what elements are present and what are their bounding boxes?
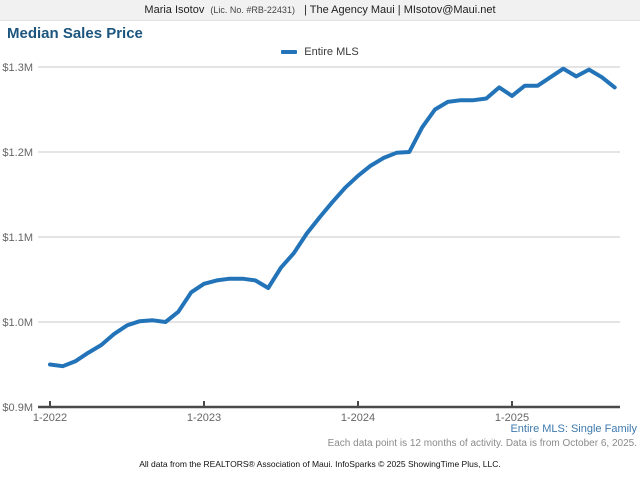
- legend-label: Entire MLS: [304, 46, 359, 58]
- agent-name: Maria Isotov: [144, 4, 205, 16]
- data-activity-note: Each data point is 12 months of activity…: [327, 438, 637, 449]
- legend-line-swatch: [281, 50, 298, 54]
- y-tick-label: $0.9M: [2, 402, 33, 414]
- page-title: Median Sales Price: [7, 25, 143, 42]
- y-tick-label: $1.3M: [2, 62, 33, 74]
- footnotes-right: Entire MLS: Single Family Each data poin…: [328, 423, 637, 449]
- y-tick-label: $1.1M: [2, 232, 33, 244]
- agent-header: Maria Isotov (Lic. No. #RB-22431) | The …: [0, 0, 640, 21]
- y-tick-label: $1.2M: [2, 147, 33, 159]
- agent-affiliation: | The Agency Maui | MIsotov@Maui.net: [304, 4, 496, 16]
- series-description: Entire MLS: Single Family: [510, 423, 637, 435]
- chart-legend: Entire MLS: [0, 46, 640, 58]
- y-tick-label: $1.0M: [2, 317, 33, 329]
- x-tick-label: 1-2025: [495, 412, 529, 424]
- x-tick-label: 1-2022: [33, 412, 67, 424]
- agent-license: (Lic. No. #RB-22431): [210, 5, 295, 15]
- attribution-note: All data from the REALTORS® Association …: [139, 459, 501, 469]
- x-tick-label: 1-2024: [341, 412, 375, 424]
- series-line-entire-mls: [48, 66, 617, 369]
- x-tick-label: 1-2023: [187, 412, 221, 424]
